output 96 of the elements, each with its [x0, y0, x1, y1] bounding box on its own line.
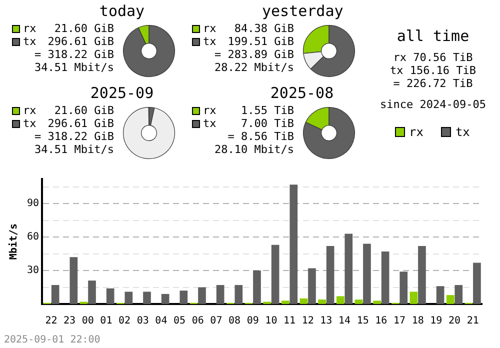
text: = 8.56 TiB [226, 130, 294, 143]
bar [180, 290, 188, 304]
bar [70, 257, 78, 304]
bar [124, 292, 133, 304]
legend-label: tx [203, 117, 216, 130]
x-tick-label: 17 [393, 316, 406, 327]
x-tick-label: 23 [64, 316, 76, 327]
bar [410, 292, 418, 304]
bar [234, 285, 243, 304]
bar [106, 288, 114, 304]
x-tick-label: 14 [338, 316, 351, 327]
chart-title: today [98, 2, 146, 20]
bar [363, 244, 371, 304]
bar [326, 246, 334, 304]
legend-label: rx [409, 125, 424, 139]
x-tick-label: 18 [412, 316, 424, 327]
bar [143, 292, 151, 304]
text: = 318.22 GiB [34, 48, 114, 61]
x-tick-label: 06 [192, 316, 204, 327]
text: all time [396, 27, 470, 45]
x-tick-label: 08 [228, 316, 241, 327]
x-tick-label: 10 [265, 316, 278, 327]
legend-label: rx [23, 104, 36, 117]
bar [446, 295, 454, 304]
bar [281, 300, 290, 304]
y-tick-label: 30 [26, 265, 40, 276]
chart-title: 2025-09 [89, 84, 155, 102]
x-tick-label: 15 [356, 316, 369, 327]
data-label: 21.60 GiB [54, 104, 114, 117]
x-tick-label: 00 [82, 316, 94, 327]
x-tick-label: 22 [45, 316, 58, 327]
x-tick-label: 09 [246, 316, 259, 327]
chart-title: 2025-08 [269, 84, 335, 102]
bar [373, 300, 381, 304]
x-tick-label: 07 [210, 316, 222, 327]
bar [454, 285, 463, 304]
legend-label: tx [203, 35, 216, 48]
chart-title: yesterday [262, 2, 344, 20]
text: rx 70.56 TiB [392, 51, 474, 64]
bar [290, 184, 298, 304]
bar [318, 300, 326, 304]
bar [88, 280, 96, 304]
x-tick-label: 04 [155, 316, 168, 327]
bar [51, 285, 60, 304]
bar [436, 286, 444, 304]
legend-label: rx [203, 104, 216, 117]
legend-label: tx [23, 35, 36, 48]
text: 34.51 Mbit/s [34, 143, 114, 156]
x-tick-label: 12 [302, 316, 314, 327]
y-tick-label: 60 [26, 232, 40, 243]
text: = 318.22 GiB [34, 130, 114, 143]
y-axis-title: Mbit/s [8, 223, 20, 260]
x-tick-label: 19 [430, 316, 442, 327]
text: since 2024-09-05 [379, 98, 487, 111]
data-label: 7.00 TiB [241, 117, 294, 130]
text: 28.10 Mbit/s [214, 143, 294, 156]
x-tick-label: 01 [100, 316, 112, 327]
data-label: 84.38 GiB [234, 22, 294, 35]
data-label: 296.61 GiB [48, 117, 114, 130]
data-label: 296.61 GiB [48, 35, 114, 48]
legend-label: tx [455, 125, 470, 139]
bar [216, 285, 224, 304]
x-tick-label: 11 [283, 316, 296, 327]
bar [354, 300, 363, 304]
legend-label: rx [203, 22, 216, 35]
x-tick-label: 13 [320, 316, 332, 327]
x-tick-label: 21 [466, 316, 479, 327]
data-label: 21.60 GiB [54, 22, 114, 35]
x-tick-label: 16 [375, 316, 388, 327]
bar [198, 287, 206, 304]
bar [308, 268, 316, 304]
text: 34.51 Mbit/s [34, 61, 114, 74]
x-tick-label: 03 [136, 316, 149, 327]
bar [161, 294, 170, 304]
x-tick-label: 05 [174, 316, 186, 327]
x-tick-label: 20 [448, 316, 461, 327]
data-label: 199.51 GiB [228, 35, 294, 48]
legend-label: tx [23, 117, 36, 130]
text: 2025-09-01 22:00 [4, 334, 100, 346]
bar [253, 270, 261, 304]
bar [381, 252, 390, 304]
text: 28.22 Mbit/s [214, 61, 294, 74]
legend-label: rx [23, 22, 36, 35]
bar [336, 296, 344, 304]
bar [473, 262, 481, 304]
bar [300, 298, 308, 304]
bar [271, 244, 280, 304]
text: = 283.89 GiB [214, 48, 294, 61]
text: tx 156.16 TiB [388, 64, 478, 77]
x-tick-label: 02 [118, 316, 131, 327]
bar [400, 272, 408, 304]
data-label: 1.55 TiB [241, 104, 294, 117]
y-tick-label: 90 [26, 198, 40, 210]
bar [344, 234, 353, 304]
text: = 226.72 TiB [392, 77, 474, 90]
bar [418, 246, 426, 304]
